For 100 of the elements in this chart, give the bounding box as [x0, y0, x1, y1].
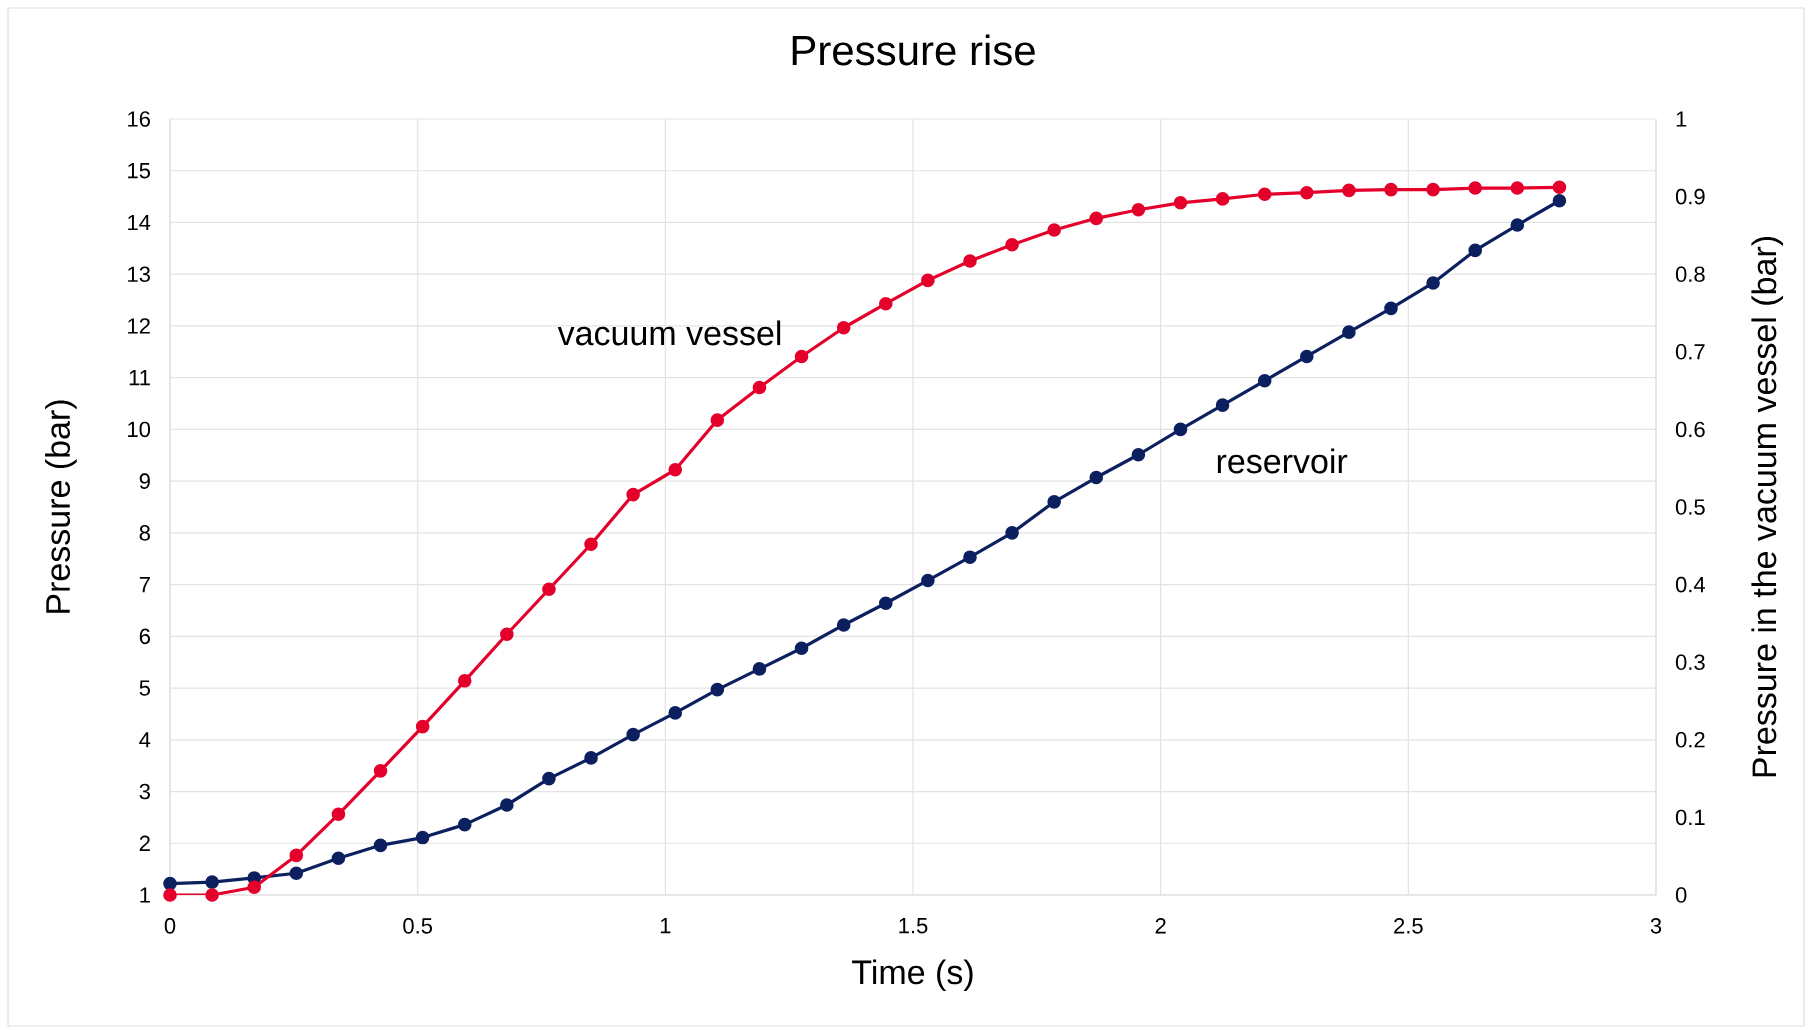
point — [1005, 526, 1019, 540]
point — [1510, 181, 1525, 195]
point — [794, 641, 809, 656]
y-tick-label: 10 — [128, 421, 151, 438]
point — [457, 674, 472, 688]
y2-tick-label: 1 — [1676, 111, 1687, 127]
y-tick-label: 5 — [139, 680, 150, 696]
y2-tick-label: 0.8 — [1675, 266, 1705, 282]
point — [1089, 470, 1104, 485]
y2-tick-label: 0.5 — [1675, 499, 1705, 515]
point — [1300, 185, 1314, 200]
x-tick-label: 2 — [1155, 918, 1166, 934]
point — [1131, 202, 1146, 217]
point — [584, 537, 598, 552]
y-tick-label: 16 — [128, 111, 150, 127]
y2-tick-label: 0.4 — [1675, 576, 1705, 593]
x-tick-label: 3 — [1650, 918, 1662, 934]
point — [668, 462, 683, 477]
y-tick-label: 14 — [128, 214, 151, 231]
y-tick-label: 2 — [139, 835, 150, 851]
y-tick-label: 12 — [128, 318, 150, 334]
point — [668, 706, 683, 720]
point — [1215, 398, 1230, 412]
point — [1047, 223, 1061, 237]
point — [1552, 180, 1567, 195]
point — [373, 764, 388, 778]
point — [542, 771, 556, 786]
y-tick-label: 11 — [129, 370, 150, 386]
point — [963, 550, 977, 564]
chart-title: Pressure rise — [792, 34, 1035, 66]
point — [794, 349, 809, 364]
point — [205, 888, 219, 902]
point — [1384, 182, 1398, 197]
y-tick-label: 13 — [128, 266, 150, 282]
point — [331, 807, 346, 822]
point — [584, 751, 598, 765]
point — [205, 875, 219, 889]
point — [500, 627, 514, 642]
point — [1552, 193, 1567, 208]
point — [836, 320, 851, 335]
x-tick-label: 0 — [164, 918, 176, 934]
point — [1300, 349, 1314, 364]
point — [1342, 183, 1356, 198]
point — [752, 380, 767, 395]
y2-tick-label: 0.6 — [1675, 421, 1705, 438]
point — [921, 273, 935, 288]
point — [163, 876, 177, 891]
point — [1047, 495, 1061, 509]
series-label: vacuum vessel — [557, 320, 781, 346]
point — [542, 582, 556, 597]
point — [415, 719, 430, 734]
point — [626, 727, 640, 742]
y-axis-title: Pressure (bar) — [45, 400, 77, 613]
point — [878, 596, 893, 611]
point — [710, 682, 725, 697]
y2-tick-label: 0.2 — [1675, 732, 1705, 748]
point — [163, 888, 177, 902]
x-tick-label: 0.5 — [403, 918, 433, 934]
x-axis-title: Time (s) — [852, 959, 973, 992]
point — [1257, 373, 1272, 388]
point — [752, 662, 767, 676]
point — [1257, 187, 1272, 202]
point — [1342, 325, 1356, 339]
point — [457, 817, 472, 832]
point — [836, 618, 851, 632]
y2-tick-label: 0 — [1675, 887, 1687, 903]
point — [1173, 196, 1188, 210]
y-tick-label: 8 — [139, 525, 150, 541]
point — [1173, 422, 1188, 437]
point — [289, 866, 304, 881]
point — [878, 296, 893, 311]
y-tick-label: 1 — [140, 887, 150, 903]
point — [1131, 447, 1146, 462]
y-tick-label: 4 — [139, 732, 151, 748]
y-tick-label: 15 — [128, 163, 150, 179]
y2-tick-label: 0.1 — [1675, 809, 1705, 826]
point — [1510, 218, 1525, 232]
x-tick-label: 1.5 — [899, 918, 928, 934]
y-tick-label: 3 — [139, 783, 150, 800]
y-tick-label: 7 — [139, 577, 150, 593]
y2-tick-label: 0.9 — [1675, 188, 1705, 205]
series-label: reservoir — [1217, 448, 1348, 474]
point — [331, 851, 346, 866]
point — [247, 880, 262, 895]
point — [1468, 243, 1483, 258]
point — [921, 573, 935, 588]
point — [373, 838, 388, 853]
x-tick-label: 1 — [660, 918, 671, 934]
point — [963, 254, 977, 268]
y2-axis-title: Pressure in the vacuum vessel (bar) — [1751, 237, 1784, 777]
point — [1426, 276, 1440, 290]
point — [710, 413, 725, 427]
point — [1215, 192, 1230, 206]
point — [1426, 182, 1440, 197]
point — [1384, 301, 1398, 316]
point — [289, 848, 304, 863]
point — [1089, 211, 1104, 226]
point — [1005, 237, 1019, 252]
point — [1468, 181, 1483, 195]
y2-tick-label: 0.7 — [1675, 344, 1705, 360]
